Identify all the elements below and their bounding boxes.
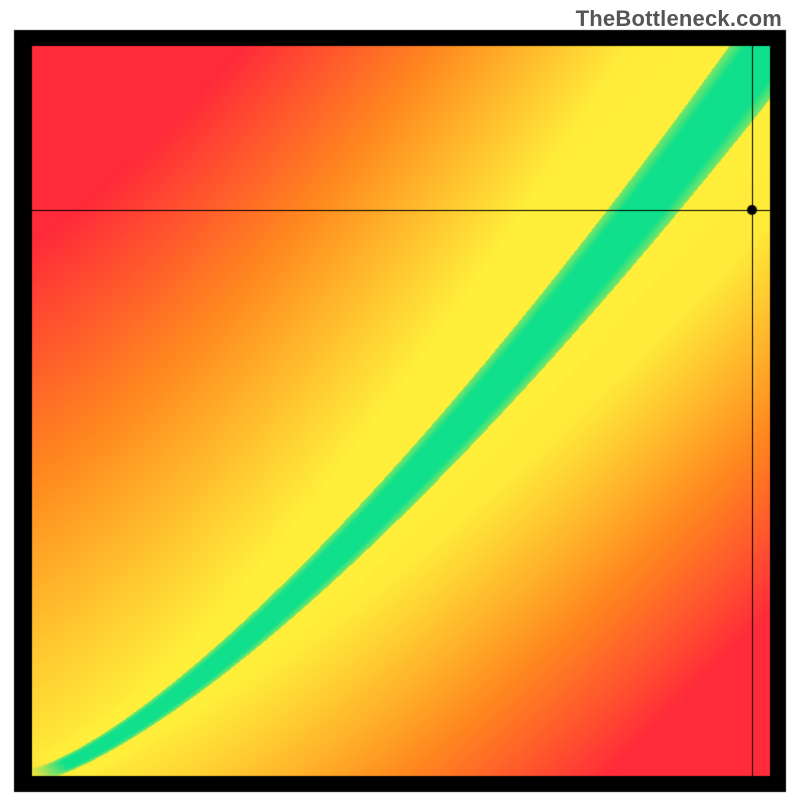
chart-container: TheBottleneck.com <box>0 0 800 800</box>
heatmap-canvas <box>0 0 800 800</box>
watermark-text: TheBottleneck.com <box>576 6 782 32</box>
